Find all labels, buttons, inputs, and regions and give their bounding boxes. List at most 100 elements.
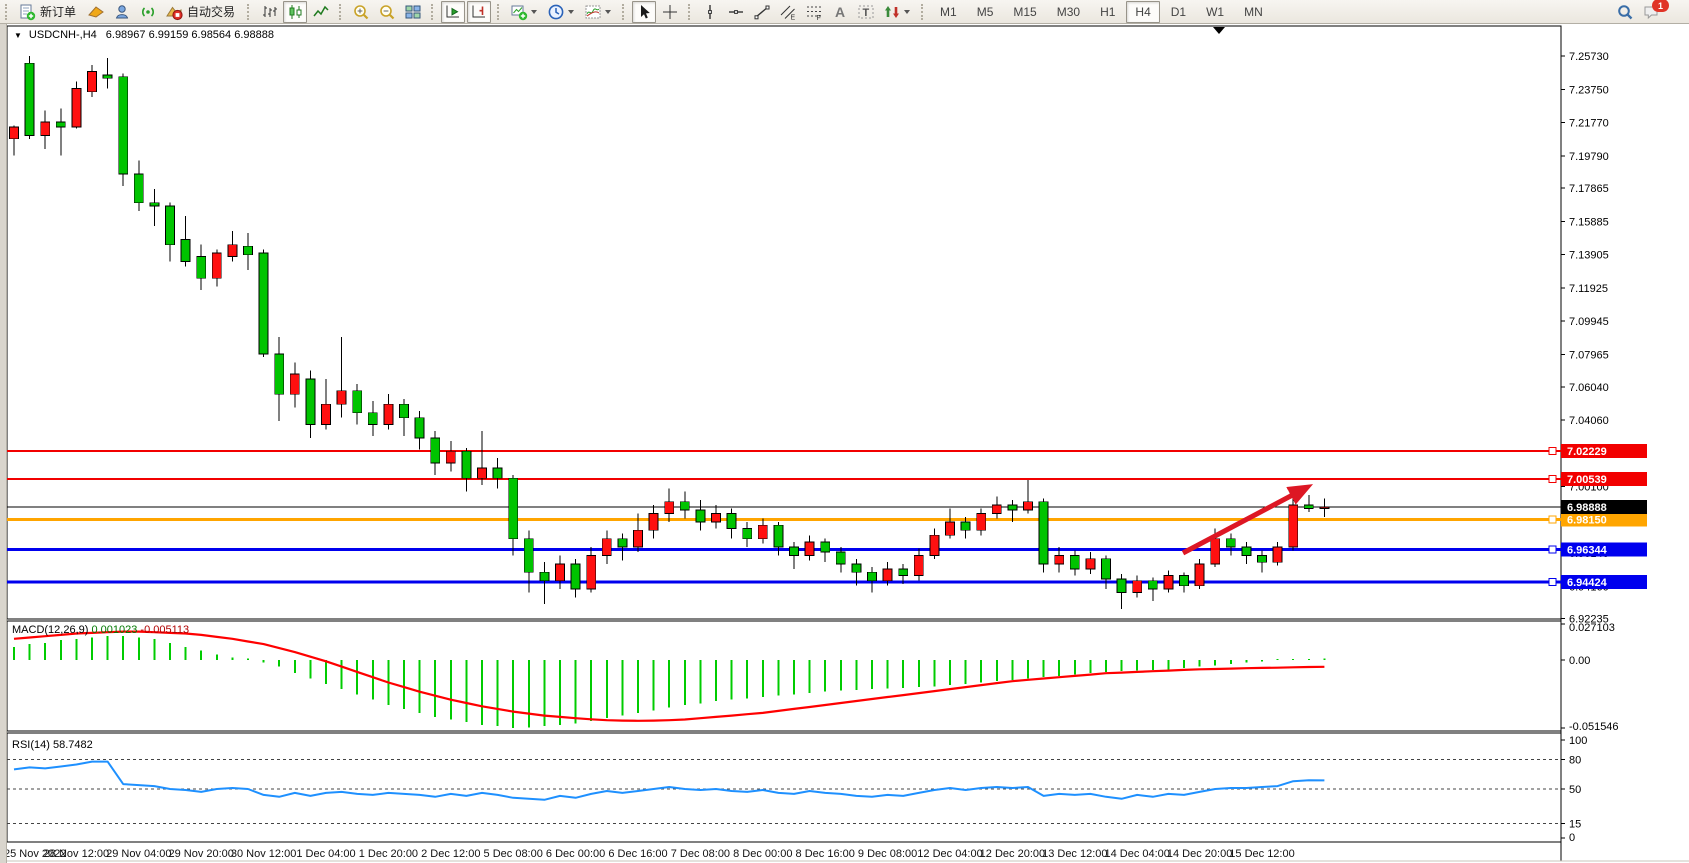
chart-shift-button[interactable] bbox=[467, 0, 492, 23]
auto-scroll-icon bbox=[446, 5, 460, 17]
svg-text:14 Dec 04:00: 14 Dec 04:00 bbox=[1104, 848, 1169, 860]
crosshair-button[interactable] bbox=[658, 1, 682, 23]
toolbar-grip bbox=[688, 3, 693, 20]
tf-w1-button[interactable]: W1 bbox=[1197, 1, 1233, 23]
tf-m30-label: M30 bbox=[1056, 4, 1081, 19]
cursor-button[interactable] bbox=[632, 0, 657, 23]
tf-m15-button[interactable]: M15 bbox=[1004, 1, 1045, 23]
macd-label: MACD(12,26,9) 0.001023 -0.005113 bbox=[12, 624, 189, 636]
chevron-down-icon bbox=[531, 9, 538, 14]
signals-button[interactable] bbox=[136, 1, 160, 23]
svg-text:8 Dec 00:00: 8 Dec 00:00 bbox=[733, 848, 792, 860]
line-handle[interactable] bbox=[1548, 446, 1557, 455]
svg-text:T: T bbox=[863, 7, 870, 19]
svg-text:12 Dec 04:00: 12 Dec 04:00 bbox=[917, 848, 982, 860]
text-icon: A bbox=[835, 4, 845, 20]
svg-text:0: 0 bbox=[1569, 832, 1575, 844]
svg-text:7.00539: 7.00539 bbox=[1567, 474, 1607, 486]
svg-text:13 Dec 12:00: 13 Dec 12:00 bbox=[1042, 848, 1107, 860]
equidistant-channel-button[interactable]: E bbox=[776, 1, 800, 23]
rsi-label: RSI(14) 58.7482 bbox=[12, 739, 93, 751]
new-order-button[interactable]: 新订单 bbox=[15, 1, 82, 23]
fibonacci-button[interactable]: F bbox=[802, 1, 826, 23]
toolbar-grip bbox=[339, 3, 344, 20]
notifications-button[interactable]: 1 bbox=[1639, 0, 1680, 23]
svg-text:6 Dec 00:00: 6 Dec 00:00 bbox=[546, 848, 605, 860]
market-panel-button[interactable] bbox=[84, 1, 108, 23]
market-panel-icon bbox=[88, 5, 104, 18]
chart-shift-marker[interactable] bbox=[1213, 27, 1225, 34]
new-order-icon bbox=[20, 4, 36, 20]
line-chart-button[interactable] bbox=[309, 1, 333, 23]
zoom-out-button[interactable] bbox=[375, 1, 399, 23]
tf-mn-button[interactable]: MN bbox=[1235, 1, 1272, 23]
candlestick-chart-button[interactable] bbox=[283, 0, 308, 23]
trend-arrow[interactable] bbox=[1181, 484, 1314, 556]
text-button[interactable]: A bbox=[828, 1, 852, 23]
text-label-button[interactable]: T bbox=[854, 1, 878, 23]
search-icon bbox=[1618, 4, 1633, 19]
chevron-down-icon bbox=[605, 9, 612, 14]
svg-text:A: A bbox=[835, 4, 845, 20]
pane-separator[interactable] bbox=[7, 731, 1561, 733]
autotrading-button[interactable]: 自动交易 bbox=[162, 1, 241, 23]
toolbar-grip bbox=[921, 3, 926, 20]
fibonacci-icon: F bbox=[807, 6, 822, 21]
one-click-trading-toggle[interactable]: ▼ bbox=[14, 30, 22, 40]
svg-text:1 Dec 04:00: 1 Dec 04:00 bbox=[296, 848, 355, 860]
svg-text:7.19790: 7.19790 bbox=[1569, 151, 1609, 163]
svg-text:29 Nov 20:00: 29 Nov 20:00 bbox=[168, 848, 233, 860]
periods-icon bbox=[548, 4, 564, 19]
bar-chart-button[interactable] bbox=[257, 1, 281, 23]
tf-m1-button[interactable]: M1 bbox=[931, 1, 966, 23]
svg-text:100: 100 bbox=[1569, 735, 1587, 747]
svg-text:7.11925: 7.11925 bbox=[1569, 283, 1608, 295]
toolbar-grip bbox=[5, 3, 10, 20]
tf-h4-button[interactable]: H4 bbox=[1126, 0, 1160, 23]
svg-text:5 Dec 08:00: 5 Dec 08:00 bbox=[484, 848, 543, 860]
horizontal-line-button[interactable] bbox=[724, 1, 748, 23]
svg-text:28 Nov 12:00: 28 Nov 12:00 bbox=[44, 848, 109, 860]
indicators-button[interactable] bbox=[581, 1, 616, 23]
search-button[interactable] bbox=[1613, 1, 1637, 23]
line-handle[interactable] bbox=[1548, 475, 1557, 484]
svg-text:E: E bbox=[791, 14, 796, 21]
price-labels: 7.02229 7.00539 6.98150 6.96344 6.94424 6.988… bbox=[1561, 443, 1647, 589]
svg-text:6.92235: 6.92235 bbox=[1569, 614, 1609, 626]
tile-windows-button[interactable] bbox=[401, 1, 425, 23]
zoom-in-button[interactable] bbox=[349, 1, 373, 23]
svg-text:7.23750: 7.23750 bbox=[1569, 84, 1609, 96]
svg-text:7.21770: 7.21770 bbox=[1569, 118, 1609, 130]
tf-m30-button[interactable]: M30 bbox=[1048, 1, 1089, 23]
rsi-line bbox=[13, 760, 1325, 801]
chart-panes bbox=[0, 25, 1689, 862]
crosshair-icon bbox=[663, 4, 678, 19]
auto-scroll-button[interactable] bbox=[441, 0, 466, 23]
tf-d1-button[interactable]: D1 bbox=[1162, 1, 1195, 23]
notification-badge: 1 bbox=[1652, 0, 1669, 12]
toolbar-right: 1 bbox=[1612, 0, 1689, 23]
svg-text:7.04060: 7.04060 bbox=[1569, 415, 1609, 427]
line-handle[interactable] bbox=[1548, 545, 1557, 554]
tf-m1-label: M1 bbox=[940, 4, 957, 19]
arrows-button[interactable] bbox=[880, 1, 915, 23]
vertical-line-button[interactable] bbox=[698, 1, 722, 23]
line-handle[interactable] bbox=[1548, 515, 1557, 524]
trendline-button[interactable] bbox=[750, 1, 774, 23]
svg-text:6.96344: 6.96344 bbox=[1567, 545, 1608, 557]
new-chart-button[interactable] bbox=[507, 1, 542, 23]
tf-h1-label: H1 bbox=[1100, 4, 1116, 19]
tf-h1-button[interactable]: H1 bbox=[1091, 1, 1124, 23]
periods-button[interactable] bbox=[544, 1, 579, 23]
svg-text:-0.051546: -0.051546 bbox=[1569, 721, 1619, 733]
tf-m5-button[interactable]: M5 bbox=[968, 1, 1003, 23]
svg-text:0.00: 0.00 bbox=[1569, 655, 1590, 667]
trendline-icon bbox=[754, 5, 770, 19]
svg-text:30 Nov 12:00: 30 Nov 12:00 bbox=[231, 848, 296, 860]
line-handle[interactable] bbox=[1548, 577, 1557, 586]
community-button[interactable] bbox=[110, 1, 134, 23]
pane-separator[interactable] bbox=[7, 619, 1561, 621]
tf-m15-label: M15 bbox=[1013, 4, 1037, 19]
svg-text:6 Dec 16:00: 6 Dec 16:00 bbox=[608, 848, 667, 860]
